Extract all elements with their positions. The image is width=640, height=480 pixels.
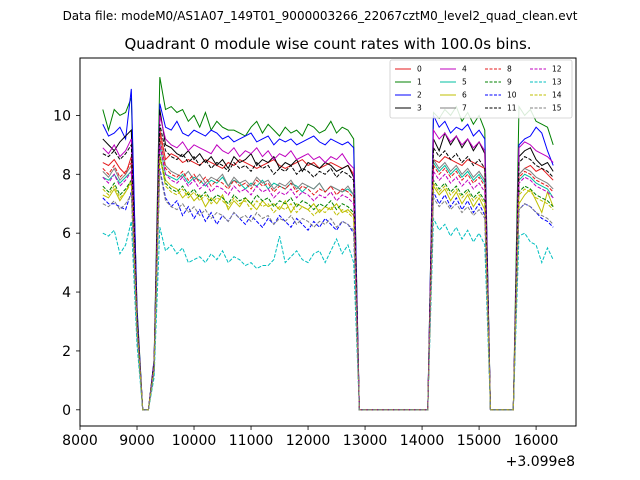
legend-label-14: 14 <box>552 91 562 100</box>
y-tick-label-8: 8 <box>62 167 71 183</box>
legend-label-12: 12 <box>552 65 562 74</box>
x-tick-label-9000: 9000 <box>119 433 155 449</box>
series-line-15 <box>102 171 554 411</box>
series-line-14 <box>102 156 554 411</box>
legend-label-15: 15 <box>552 104 562 113</box>
chart-title: Quadrant 0 module wise count rates with … <box>124 35 531 53</box>
x-axis: 8000 9000 10000 11000 12000 13000 14000 15000 16… <box>62 426 558 449</box>
legend-label-13: 13 <box>552 78 562 87</box>
axes-frame <box>79 57 577 427</box>
y-tick-label-10: 10 <box>53 108 71 124</box>
legend-label-3: 3 <box>417 104 422 113</box>
x-offset-label: +3.099e8 <box>506 454 575 470</box>
x-tick-label-14000: 14000 <box>400 433 445 449</box>
x-tick-label-16000: 16000 <box>514 433 559 449</box>
legend-frame <box>389 59 573 119</box>
legend-label-0: 0 <box>417 65 422 74</box>
legend-label-6: 6 <box>462 91 467 100</box>
y-tick-label-4: 4 <box>62 285 71 301</box>
x-tick-label-15000: 15000 <box>457 433 502 449</box>
series-line-9 <box>102 153 554 411</box>
legend-label-2: 2 <box>417 91 422 100</box>
plot-area <box>80 58 576 426</box>
series-line-12 <box>102 144 554 411</box>
legend-label-8: 8 <box>507 65 512 74</box>
legend-label-1: 1 <box>417 78 422 87</box>
x-tick-label-11000: 11000 <box>229 433 274 449</box>
y-axis: 0 2 4 6 8 10 <box>53 108 80 419</box>
x-tick-label-8000: 8000 <box>62 433 98 449</box>
suptitle: Data file: modeM0/AS1A07_149T01_90000032… <box>63 9 578 23</box>
series-line-4 <box>102 115 554 411</box>
legend-label-10: 10 <box>507 91 517 100</box>
y-tick-label-6: 6 <box>62 226 71 242</box>
legend-label-9: 9 <box>507 78 512 87</box>
legend-label-7: 7 <box>462 104 467 113</box>
legend-label-5: 5 <box>462 78 467 87</box>
series-line-2 <box>102 88 554 411</box>
x-tick-label-13000: 13000 <box>343 433 388 449</box>
series-line-13 <box>102 218 554 411</box>
series-layer <box>102 77 554 411</box>
x-tick-label-12000: 12000 <box>286 433 331 449</box>
legend-label-11: 11 <box>507 104 517 113</box>
x-tick-label-10000: 10000 <box>172 433 217 449</box>
y-tick-label-0: 0 <box>62 403 71 419</box>
legend-label-4: 4 <box>462 65 467 74</box>
series-line-8 <box>102 135 554 411</box>
series-line-11 <box>102 124 554 411</box>
y-tick-label-2: 2 <box>62 344 71 360</box>
